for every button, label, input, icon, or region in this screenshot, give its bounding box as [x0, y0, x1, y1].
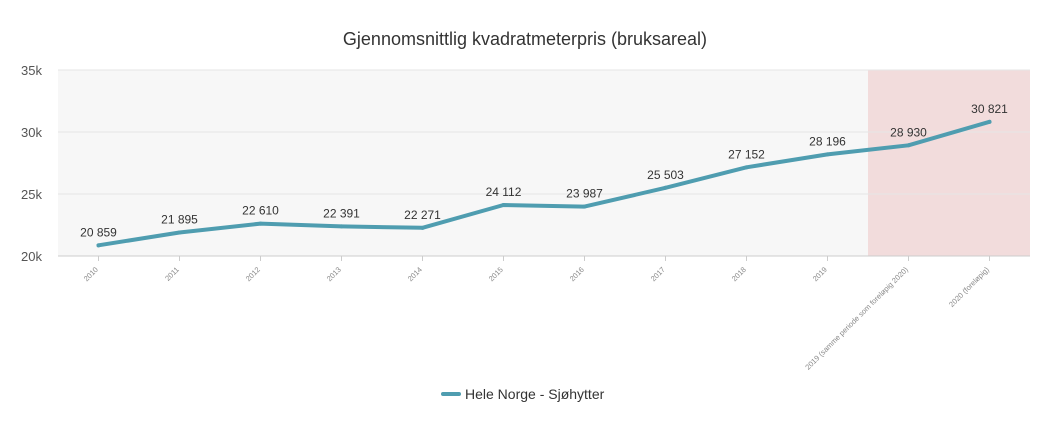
x-tick-label: 2018	[730, 265, 748, 283]
data-label: 22 391	[323, 206, 360, 220]
y-tick-label: 25k	[21, 187, 42, 202]
y-tick-label: 30k	[21, 125, 42, 140]
data-point[interactable]	[258, 221, 263, 226]
y-tick-label: 20k	[21, 249, 42, 264]
data-point[interactable]	[744, 165, 749, 170]
data-label: 22 271	[404, 208, 441, 222]
x-tick-label: 2017	[649, 265, 667, 283]
chart-title: Gjennomsnittlig kvadratmeterpris (bruksa…	[343, 29, 707, 49]
data-label: 22 610	[242, 204, 279, 218]
data-point[interactable]	[501, 203, 506, 208]
x-tick-label: 2010	[82, 265, 100, 283]
x-tick-label: 2011	[163, 265, 181, 283]
x-tick-label: 2016	[568, 265, 586, 283]
data-point[interactable]	[177, 230, 182, 235]
data-label: 23 987	[566, 187, 603, 201]
data-label: 24 112	[486, 185, 522, 199]
data-point[interactable]	[96, 243, 101, 248]
highlight-band	[868, 70, 1030, 256]
data-label: 28 196	[809, 134, 846, 148]
data-label: 21 895	[161, 213, 198, 227]
data-label: 28 930	[890, 125, 927, 139]
legend-label[interactable]: Hele Norge - Sjøhytter	[465, 386, 605, 402]
data-label: 20 859	[80, 225, 117, 239]
data-point[interactable]	[339, 224, 344, 229]
y-tick-label: 35k	[21, 63, 42, 78]
data-label: 30 821	[971, 102, 1008, 116]
x-tick-label: 2014	[406, 265, 424, 283]
data-point[interactable]	[663, 185, 668, 190]
x-tick-label: 2019	[811, 265, 829, 283]
x-tick-label: 2012	[244, 265, 262, 283]
data-label: 27 152	[728, 147, 765, 161]
legend[interactable]: Hele Norge - Sjøhytter	[441, 386, 605, 402]
data-point[interactable]	[906, 143, 911, 148]
data-point[interactable]	[582, 204, 587, 209]
x-tick-label: 2015	[487, 265, 505, 283]
data-point[interactable]	[420, 225, 425, 230]
data-label: 25 503	[647, 168, 684, 182]
data-point[interactable]	[825, 152, 830, 157]
x-tick-label: 2020 (foreløpig)	[947, 265, 991, 309]
series-line[interactable]	[96, 119, 992, 248]
x-tick-label: 2013	[325, 265, 343, 283]
data-point[interactable]	[987, 119, 992, 124]
